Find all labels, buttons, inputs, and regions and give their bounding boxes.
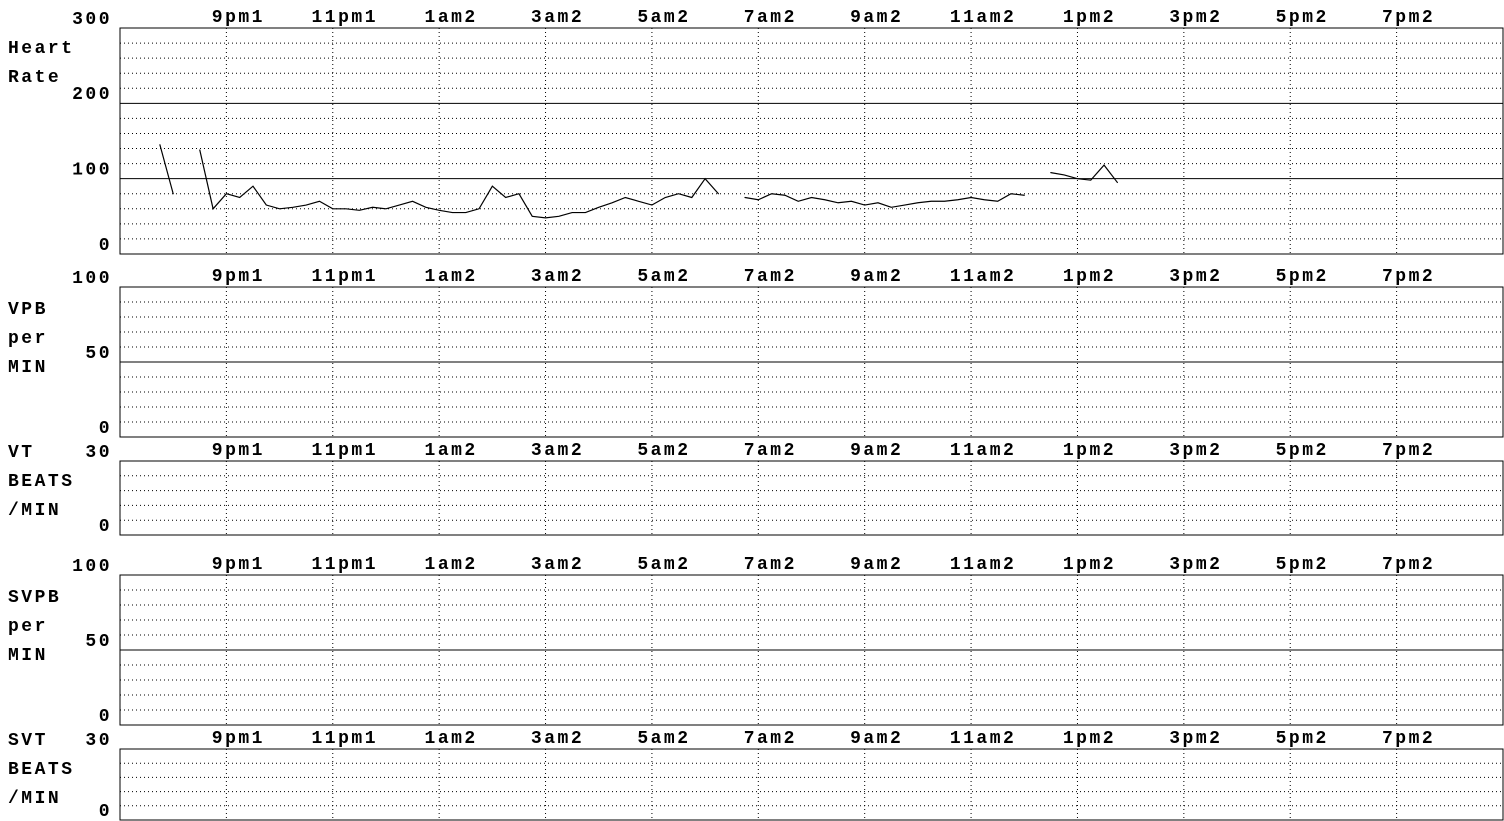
- x-tick-label: 1am2: [425, 267, 478, 287]
- y-tick-label: 30: [85, 443, 112, 463]
- x-tick-label: 7pm2: [1382, 8, 1435, 28]
- x-tick-label: 5am2: [637, 267, 690, 287]
- x-tick-label: 3am2: [531, 555, 584, 575]
- x-tick-label: 9am2: [850, 729, 903, 749]
- y-tick-label: 200: [72, 85, 112, 105]
- x-tick-label: 11pm1: [312, 441, 379, 461]
- y-tick-label: 0: [99, 236, 112, 256]
- y-tick-label: 0: [99, 419, 112, 439]
- y-axis-label: VT: [8, 443, 35, 463]
- y-axis-label: BEATS: [8, 472, 75, 492]
- x-tick-label: 7am2: [744, 267, 797, 287]
- x-tick-label: 11am2: [950, 555, 1017, 575]
- y-tick-label: 50: [85, 344, 112, 364]
- x-tick-label: 3am2: [531, 441, 584, 461]
- x-tick-label: 3pm2: [1169, 8, 1222, 28]
- x-tick-label: 3pm2: [1169, 441, 1222, 461]
- x-tick-label: 9pm1: [212, 555, 265, 575]
- x-tick-label: 11am2: [950, 441, 1017, 461]
- y-tick-label: 300: [72, 10, 112, 30]
- x-tick-label: 1am2: [425, 555, 478, 575]
- x-tick-label: 1pm2: [1063, 8, 1116, 28]
- x-tick-label: 9am2: [850, 555, 903, 575]
- y-tick-label: 50: [85, 632, 112, 652]
- x-tick-label: 11pm1: [312, 8, 379, 28]
- x-tick-label: 9pm1: [212, 267, 265, 287]
- x-tick-label: 5pm2: [1276, 555, 1329, 575]
- plot-frame: [119, 748, 1504, 821]
- y-axis-label: SVPB: [8, 588, 61, 608]
- x-tick-label: 5am2: [637, 729, 690, 749]
- x-tick-label: 1pm2: [1063, 729, 1116, 749]
- x-tick-label: 7pm2: [1382, 441, 1435, 461]
- y-axis-label: VPB: [8, 300, 48, 320]
- x-tick-label: 3am2: [531, 267, 584, 287]
- x-tick-label: 1am2: [425, 8, 478, 28]
- plot-frame: [119, 27, 1504, 255]
- y-axis-label: MIN: [8, 646, 48, 666]
- x-tick-label: 7am2: [744, 8, 797, 28]
- y-tick-label: 100: [72, 160, 112, 180]
- y-axis-label: per: [8, 329, 48, 349]
- x-tick-label: 5pm2: [1276, 441, 1329, 461]
- x-tick-label: 11am2: [950, 8, 1017, 28]
- x-tick-label: 1pm2: [1063, 555, 1116, 575]
- x-tick-label: 7am2: [744, 441, 797, 461]
- x-tick-label: 5pm2: [1276, 8, 1329, 28]
- x-tick-label: 7pm2: [1382, 267, 1435, 287]
- x-tick-label: 7am2: [744, 729, 797, 749]
- x-tick-label: 11am2: [950, 267, 1017, 287]
- y-tick-label: 30: [85, 731, 112, 751]
- x-tick-label: 9am2: [850, 441, 903, 461]
- heart-rate-trace: [159, 144, 1118, 219]
- x-tick-label: 5am2: [637, 441, 690, 461]
- x-tick-label: 3pm2: [1169, 267, 1222, 287]
- x-tick-label: 7pm2: [1382, 555, 1435, 575]
- x-tick-label: 7am2: [744, 555, 797, 575]
- x-tick-label: 1pm2: [1063, 441, 1116, 461]
- y-axis-label: /MIN: [8, 789, 61, 809]
- y-tick-label: 0: [99, 707, 112, 727]
- y-tick-label: 0: [99, 802, 112, 821]
- y-axis-label: MIN: [8, 358, 48, 378]
- x-tick-label: 1am2: [425, 441, 478, 461]
- x-tick-label: 1am2: [425, 729, 478, 749]
- x-tick-label: 5am2: [637, 555, 690, 575]
- x-tick-label: 3am2: [531, 8, 584, 28]
- x-tick-label: 7pm2: [1382, 729, 1435, 749]
- y-tick-label: 100: [72, 269, 112, 289]
- x-tick-label: 11pm1: [312, 555, 379, 575]
- x-tick-label: 9pm1: [212, 441, 265, 461]
- x-tick-label: 5am2: [637, 8, 690, 28]
- x-tick-label: 9pm1: [212, 729, 265, 749]
- x-tick-label: 11pm1: [312, 729, 379, 749]
- y-tick-label: 0: [99, 517, 112, 537]
- y-axis-label: Heart: [8, 39, 75, 59]
- x-tick-label: 9am2: [850, 8, 903, 28]
- x-tick-label: 3pm2: [1169, 729, 1222, 749]
- y-axis-label: SVT: [8, 731, 48, 751]
- x-tick-label: 9am2: [850, 267, 903, 287]
- y-axis-label: BEATS: [8, 760, 75, 780]
- y-axis-label: /MIN: [8, 501, 61, 521]
- x-tick-label: 3pm2: [1169, 555, 1222, 575]
- x-tick-label: 1pm2: [1063, 267, 1116, 287]
- x-tick-label: 9pm1: [212, 8, 265, 28]
- x-tick-label: 11pm1: [312, 267, 379, 287]
- plot-frame: [119, 460, 1504, 536]
- x-tick-label: 11am2: [950, 729, 1017, 749]
- x-tick-label: 5pm2: [1276, 267, 1329, 287]
- y-axis-label: Rate: [8, 68, 61, 88]
- x-tick-label: 3am2: [531, 729, 584, 749]
- y-axis-label: per: [8, 617, 48, 637]
- y-tick-label: 100: [72, 557, 112, 577]
- x-tick-label: 5pm2: [1276, 729, 1329, 749]
